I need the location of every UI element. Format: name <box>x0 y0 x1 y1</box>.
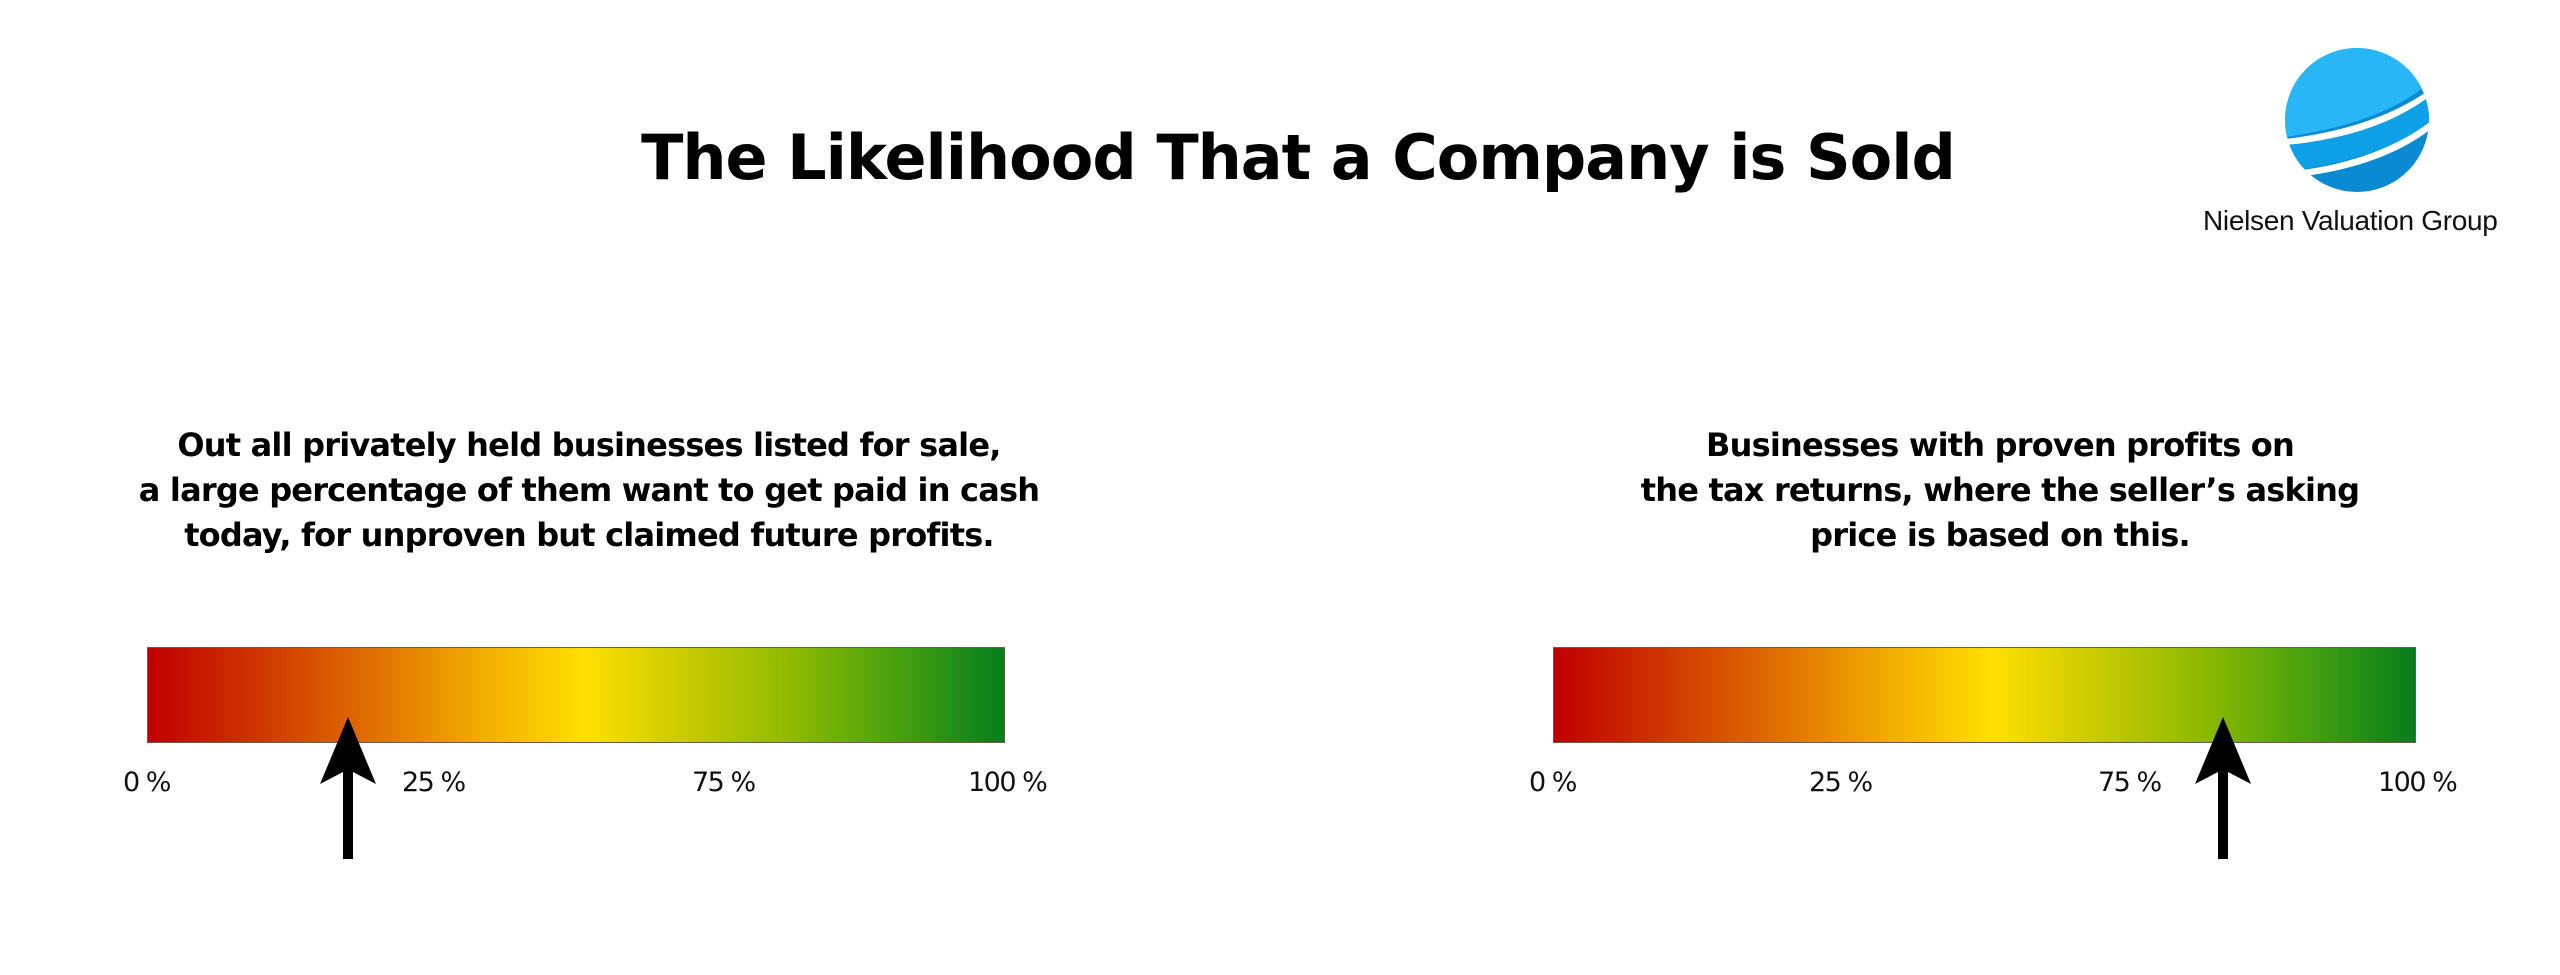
caption-line: price is based on this. <box>1810 516 2190 554</box>
caption-line: Out all privately held businesses listed… <box>177 426 1001 464</box>
likelihood-gradient-bar <box>147 647 1005 743</box>
panel-caption: Out all privately held businesses listed… <box>89 423 1089 558</box>
scale-label-25: 25 % <box>402 767 466 798</box>
logo-text: Nielsen Valuation Group <box>2203 205 2498 236</box>
arrow-up-icon <box>320 717 376 859</box>
panel-caption: Businesses with proven profits on the ta… <box>1500 423 2500 558</box>
caption-line: a large percentage of them want to get p… <box>138 471 1040 509</box>
scale-label-25: 25 % <box>1809 767 1873 798</box>
scale-label-100: 100 % <box>2378 767 2458 798</box>
scale-label-0: 0 % <box>1529 767 1577 798</box>
page-title: The Likelihood That a Company is Sold <box>641 121 1956 194</box>
caption-line: today, for unproven but claimed future p… <box>184 516 994 554</box>
caption-line: the tax returns, where the seller’s aski… <box>1640 471 2360 509</box>
scale-label-75: 75 % <box>2098 767 2162 798</box>
arrow-up-icon <box>2195 717 2251 859</box>
scale-label-100: 100 % <box>968 767 1048 798</box>
scale-label-0: 0 % <box>123 767 171 798</box>
scale-label-75: 75 % <box>692 767 756 798</box>
company-logo: Nielsen Valuation Group <box>2190 40 2535 240</box>
globe-swoosh-icon <box>2285 48 2435 192</box>
likelihood-gradient-bar <box>1553 647 2416 743</box>
caption-line: Businesses with proven profits on <box>1706 426 2295 464</box>
